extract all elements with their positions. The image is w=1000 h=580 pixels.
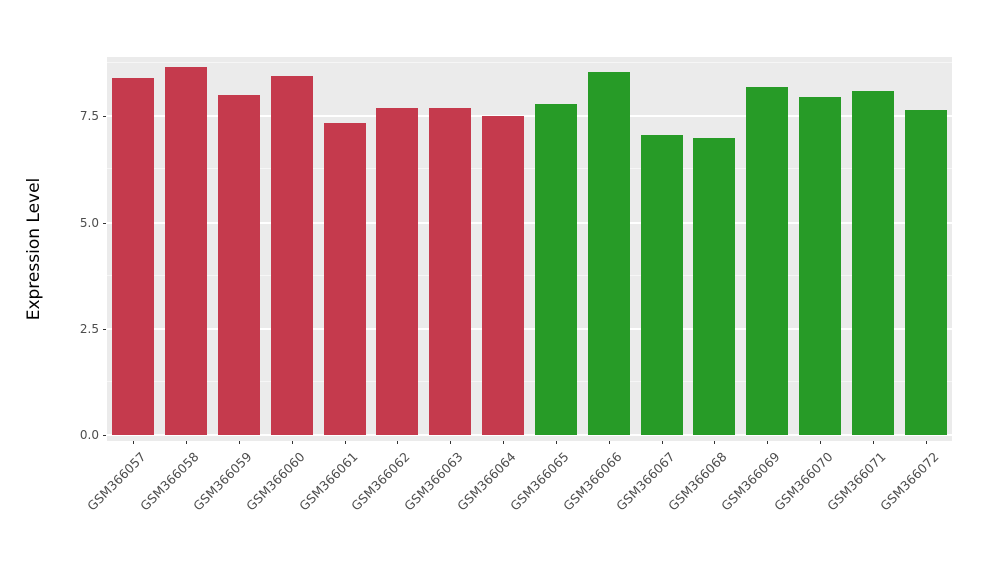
gridline-minor [107, 380, 952, 382]
bar [376, 107, 419, 435]
x-tick-mark [608, 441, 610, 444]
bar [798, 97, 841, 435]
y-axis-title: Expression Level [24, 177, 44, 321]
x-tick-mark [555, 441, 557, 444]
bar [112, 78, 155, 435]
x-tick-mark [186, 441, 188, 444]
y-tick-mark [103, 222, 106, 224]
gridline-minor [107, 168, 952, 170]
x-tick-mark [397, 441, 399, 444]
x-tick-mark [872, 441, 874, 444]
x-tick-mark [239, 441, 241, 444]
x-tick-mark [767, 441, 769, 444]
bar [851, 90, 894, 435]
bar [323, 122, 366, 435]
bar [693, 137, 736, 435]
bar [482, 116, 525, 435]
y-tick-label: 0.0 [79, 428, 99, 442]
x-tick-mark [133, 441, 135, 444]
x-tick-mark [819, 441, 821, 444]
x-tick-mark [344, 441, 346, 444]
x-tick-mark [450, 441, 452, 444]
bar [746, 86, 789, 435]
bar [429, 107, 472, 435]
gridline-major [107, 327, 952, 330]
x-tick-mark [925, 441, 927, 444]
gridline-minor [107, 274, 952, 276]
x-tick-mark [503, 441, 505, 444]
gridline-major [107, 221, 952, 224]
bar [165, 67, 208, 435]
x-tick-mark [714, 441, 716, 444]
bar [904, 109, 947, 435]
y-tick-mark [103, 435, 106, 436]
bar [534, 103, 577, 435]
gridline-major [107, 115, 952, 118]
plot-panel [107, 57, 952, 441]
y-tick-label: 2.5 [79, 321, 99, 336]
bar [270, 75, 313, 435]
bar [587, 71, 630, 435]
bar [640, 135, 683, 435]
x-tick-mark [661, 441, 663, 444]
gridline-minor [107, 62, 952, 64]
y-tick-label: 7.5 [79, 109, 99, 124]
gridline-major [107, 434, 952, 436]
x-tick-mark [291, 441, 293, 444]
y-tick-mark [103, 116, 106, 118]
y-tick-label: 5.0 [79, 215, 99, 230]
y-tick-mark [103, 328, 106, 330]
bar [218, 95, 261, 435]
